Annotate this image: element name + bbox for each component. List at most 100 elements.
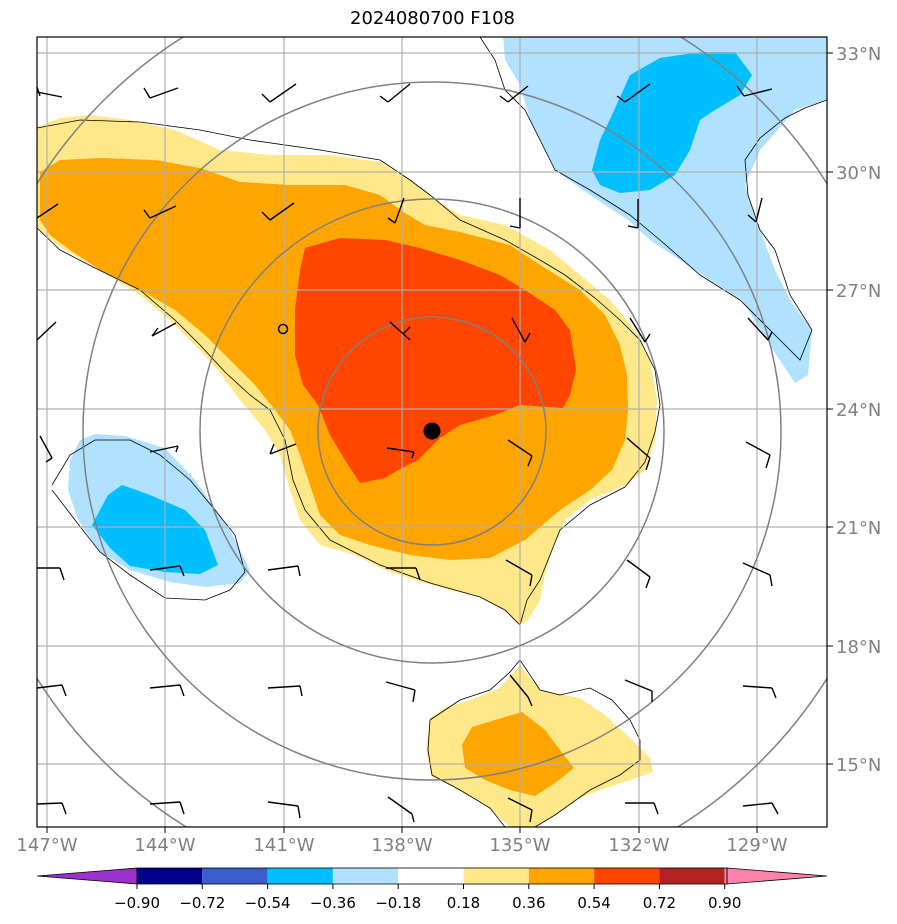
range-ring — [82, 81, 782, 781]
colorbar-label: 0.18 — [447, 894, 480, 912]
lon-label: 129°W — [726, 835, 787, 856]
colorbar-extend-min — [36, 867, 138, 885]
colorbar-segment — [659, 868, 725, 884]
lat-label: 15°N — [836, 755, 881, 776]
wind-barb — [507, 439, 533, 467]
wind-barb — [267, 685, 303, 697]
wind-barb — [385, 681, 416, 703]
wind-barb — [261, 202, 295, 221]
contour-lines — [37, 37, 827, 827]
contour-line — [427, 719, 506, 827]
wind-barb — [507, 797, 533, 823]
contour-line — [51, 439, 246, 601]
wind-barb — [509, 674, 533, 707]
colorbar-segment — [267, 868, 333, 884]
colorbar-extend-max — [726, 867, 828, 885]
lat-label: 30°N — [836, 163, 881, 184]
wind-barb — [149, 445, 179, 453]
wind-barb — [745, 441, 771, 469]
contour-line — [429, 659, 641, 827]
colorbar-segment — [398, 868, 464, 884]
positive-anomaly-red-main — [295, 238, 576, 483]
plot-title: 2024080700 F108 — [350, 8, 515, 29]
wind-barb — [742, 562, 773, 587]
colorbar-label: 0.54 — [577, 894, 610, 912]
wind-barb — [143, 205, 177, 219]
wind-barb — [509, 198, 521, 229]
wind-barb — [625, 802, 659, 815]
colorbar-label: −0.18 — [375, 894, 421, 912]
colorbar-segment — [137, 868, 203, 884]
wind-barb — [149, 565, 185, 577]
wind-barbs — [37, 83, 779, 823]
axis-ticks — [46, 52, 833, 833]
wind-barb — [261, 83, 297, 103]
wind-barb — [151, 322, 177, 337]
wind-barb — [627, 199, 639, 229]
wind-barb — [742, 802, 779, 815]
negative-anomaly-blue-w — [92, 485, 218, 574]
wind-barb — [742, 685, 777, 699]
wind-barb — [626, 559, 651, 589]
colorbar-segment — [724, 868, 727, 884]
colorbar-frame — [136, 867, 728, 885]
wind-barb — [747, 197, 763, 223]
wind-barb — [37, 321, 57, 341]
range-rings — [37, 37, 827, 827]
wind-barb — [37, 684, 67, 697]
lat-label: 18°N — [836, 637, 881, 658]
contour-line — [479, 37, 827, 361]
wind-barb — [37, 802, 67, 815]
colorbar-segment — [528, 868, 595, 884]
colorbar-segment — [202, 868, 268, 884]
colorbar-label: −0.54 — [245, 894, 291, 912]
wind-barb — [499, 85, 529, 103]
lat-label: 27°N — [836, 281, 881, 302]
wind-barb — [149, 801, 185, 815]
lon-label: 132°W — [608, 835, 669, 856]
contour-line — [37, 119, 661, 626]
wind-barb — [149, 684, 185, 697]
lon-label: 138°W — [371, 835, 432, 856]
lon-label: 144°W — [134, 835, 195, 856]
wind-barb — [511, 317, 531, 343]
lat-labels: 15°N 18°N 21°N 24°N 27°N 30°N 33°N — [836, 44, 881, 776]
wind-barb — [267, 565, 301, 577]
secondary-center-marker — [277, 323, 289, 335]
wind-barb — [37, 567, 65, 581]
range-ring — [317, 316, 547, 546]
wind-barb — [386, 447, 415, 459]
range-ring — [199, 198, 665, 664]
wind-barb — [626, 437, 651, 471]
wind-barb — [736, 85, 773, 97]
wind-barb — [267, 801, 301, 819]
wind-barb — [269, 443, 297, 455]
colorbar-label: −0.36 — [310, 894, 356, 912]
lat-label: 21°N — [836, 518, 881, 539]
wind-barb — [387, 796, 415, 823]
wind-barb — [616, 83, 651, 103]
wind-barb — [624, 679, 653, 702]
lon-label: 135°W — [489, 835, 550, 856]
wind-barb — [387, 197, 405, 224]
storm-center-marker — [423, 422, 441, 440]
wind-barb — [379, 83, 411, 103]
negative-anomaly-blue-ne — [592, 52, 752, 193]
colorbar-segment — [594, 868, 660, 884]
colorbar-segment — [463, 868, 529, 884]
wind-barb — [386, 567, 421, 581]
wind-barb — [39, 435, 53, 463]
map-frame — [36, 36, 828, 828]
wind-barb — [747, 317, 773, 341]
colorbar-label: 0.72 — [643, 894, 676, 912]
wind-barb — [37, 203, 59, 219]
wind-barb — [389, 321, 411, 341]
lat-label: 24°N — [836, 400, 881, 421]
wind-barb — [37, 86, 63, 98]
wind-barb — [505, 559, 533, 587]
lat-label: 33°N — [836, 44, 881, 65]
colorbar-label: −0.90 — [114, 894, 160, 912]
shaded-field — [37, 37, 827, 827]
lon-label: 141°W — [253, 835, 314, 856]
